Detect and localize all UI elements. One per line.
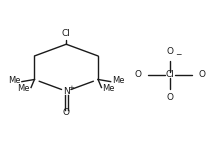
Text: Me: Me <box>112 76 124 85</box>
Text: O: O <box>199 70 206 79</box>
Text: Me: Me <box>18 84 30 93</box>
Text: O: O <box>166 47 173 56</box>
Text: O: O <box>134 70 141 79</box>
Text: Me: Me <box>8 76 21 85</box>
Text: Cl: Cl <box>166 70 175 79</box>
Text: O: O <box>166 93 173 102</box>
Text: +: + <box>69 85 75 91</box>
Text: Cl: Cl <box>62 29 71 38</box>
Text: −: − <box>175 50 182 59</box>
Text: O: O <box>63 108 70 117</box>
Text: N: N <box>63 87 70 96</box>
Text: Me: Me <box>102 84 115 93</box>
